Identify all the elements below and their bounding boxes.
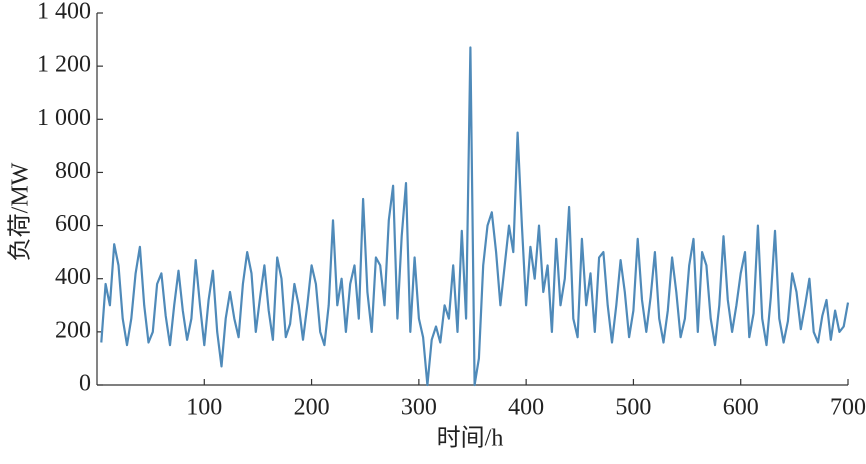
x-tick-label: 400 (508, 395, 544, 421)
y-tick-label: 1 000 (37, 105, 91, 131)
y-tick-label: 1 400 (37, 0, 91, 25)
y-tick-label: 0 (79, 371, 91, 397)
x-axis-label: 时间/h (437, 425, 504, 452)
load-line (100, 46, 850, 387)
y-tick-label: 200 (55, 317, 91, 343)
x-tick-label: 200 (294, 395, 330, 421)
y-tick-label: 600 (55, 211, 91, 237)
x-tick-label: 500 (615, 395, 651, 421)
x-tick-label: 700 (830, 395, 866, 421)
x-tick-label: 100 (186, 395, 222, 421)
y-tick-label: 400 (55, 264, 91, 290)
y-axis-label: 负荷/MW (7, 162, 34, 261)
y-tick-label: 800 (55, 158, 91, 184)
y-tick-label: 1 200 (37, 52, 91, 78)
x-tick-label: 600 (723, 395, 759, 421)
x-tick-label: 300 (401, 395, 437, 421)
